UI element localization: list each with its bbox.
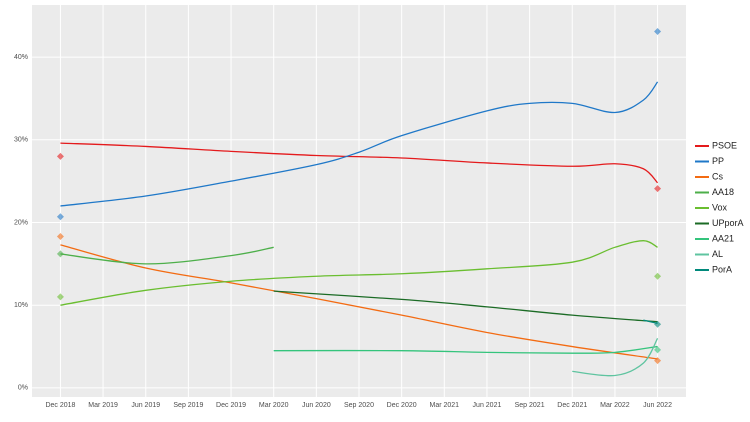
- legend-label: AL: [712, 249, 723, 259]
- x-tick-label: Mar 2021: [430, 402, 460, 409]
- x-tick-label: Sep 2019: [173, 402, 203, 409]
- legend-label: Vox: [712, 202, 728, 212]
- election-result: [654, 357, 662, 365]
- legend-label: PorA: [712, 264, 732, 274]
- election-result: [654, 320, 662, 328]
- election-result: [56, 233, 64, 241]
- x-tick-label: Dec 2019: [216, 402, 246, 409]
- legend-label: AA21: [712, 233, 734, 243]
- legend-label: UPporA: [712, 218, 744, 228]
- x-tick-label: Dec 2021: [557, 402, 587, 409]
- x-tick-label: Jun 2021: [473, 402, 502, 409]
- trend-line: [60, 81, 659, 207]
- y-tick-label: 30%: [14, 137, 28, 144]
- x-tick-label: Dec 2020: [387, 402, 417, 409]
- x-tick-label: Mar 2022: [600, 402, 630, 409]
- election-result: [56, 293, 64, 301]
- trend-line: [60, 246, 274, 265]
- trend-line: [273, 290, 658, 323]
- legend-label: Cs: [712, 171, 723, 181]
- election-result: [654, 346, 662, 354]
- trend-line: [572, 337, 659, 377]
- x-tick-label: Jun 2019: [131, 402, 160, 409]
- y-tick-label: 20%: [14, 219, 28, 226]
- election-result: [56, 250, 64, 258]
- trend-line: [60, 142, 659, 184]
- y-tick-label: 40%: [14, 54, 28, 61]
- x-tick-label: Sep 2020: [344, 402, 374, 409]
- election-result: [654, 185, 662, 193]
- y-tick-label: 10%: [14, 302, 28, 309]
- legend-label: PP: [712, 156, 724, 166]
- x-tick-label: Mar 2020: [259, 402, 289, 409]
- y-tick-label: 0%: [18, 385, 28, 392]
- legend-label: PSOE: [712, 140, 737, 150]
- x-tick-label: Mar 2019: [88, 402, 118, 409]
- trend-line: [60, 240, 658, 306]
- election-result: [56, 152, 64, 160]
- x-tick-label: Jun 2020: [302, 402, 331, 409]
- election-result: [654, 272, 662, 280]
- election-result: [56, 213, 64, 221]
- election-result: [654, 27, 662, 35]
- x-tick-label: Sep 2021: [515, 402, 545, 409]
- x-tick-label: Dec 2018: [45, 402, 75, 409]
- x-tick-label: Jun 2022: [643, 402, 672, 409]
- trend-line: [273, 345, 658, 354]
- legend-label: AA18: [712, 187, 734, 197]
- trend-line: [60, 244, 658, 360]
